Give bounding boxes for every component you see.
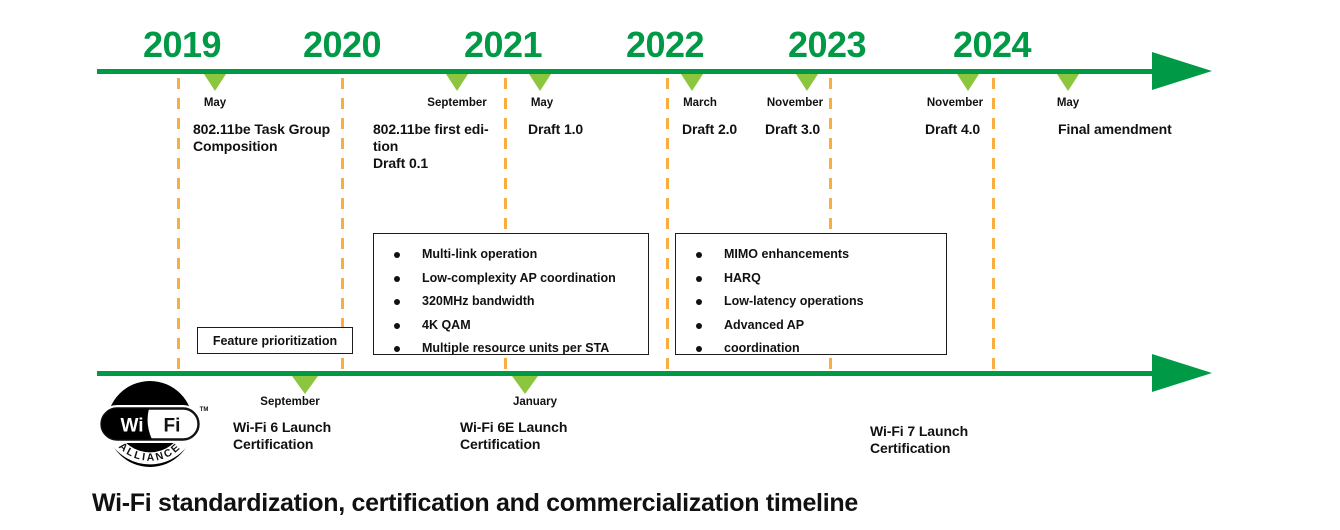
event-month: May xyxy=(203,97,227,109)
certification-timeline-axis xyxy=(97,371,1160,376)
logo-tm-label: TM xyxy=(200,407,209,413)
certification-timeline-arrowhead-icon xyxy=(1152,354,1212,392)
wifi-alliance-logo-icon: ALLIANCE Wi Fi TM xyxy=(98,381,209,467)
event-month: November xyxy=(766,97,824,109)
feature-prioritization-label: Feature prioritization xyxy=(212,333,338,348)
event-month: November xyxy=(926,97,984,109)
event-month: May xyxy=(1056,97,1080,109)
feature-box-draft-2-0: MIMO enhancements HARQ Low-latency operati… xyxy=(675,233,947,355)
feature-item: Advanced AP xyxy=(686,314,940,338)
year-divider-2024 xyxy=(992,78,995,371)
year-divider-2020 xyxy=(341,78,344,371)
event-marker-icon xyxy=(681,74,703,91)
feature-item: MIMO enhancements xyxy=(686,243,940,267)
logo-fi-label: Fi xyxy=(164,416,181,437)
event-title: Draft 2.0 xyxy=(682,121,738,137)
year-label-2024: 2024 xyxy=(952,24,1032,65)
event-title: Draft 3.0 xyxy=(765,121,821,137)
feature-item: coordination xyxy=(686,337,940,361)
feature-item: Low-complexity AP coordination xyxy=(384,267,642,291)
feature-item: Multi-link operation xyxy=(384,243,642,267)
feature-item: 320MHz bandwidth xyxy=(384,290,642,314)
event-title: Draft 4.0 xyxy=(925,121,981,137)
event-marker-icon xyxy=(446,74,468,91)
event-title: Wi-Fi 6 Launch Certification xyxy=(233,419,332,453)
event-title: Wi-Fi 7 Launch Certification xyxy=(870,423,969,457)
year-label-2021: 2021 xyxy=(463,24,543,65)
event-month: September xyxy=(260,396,320,408)
event-marker-icon xyxy=(957,74,979,91)
year-label-2020: 2020 xyxy=(302,24,382,65)
year-divider-2021 xyxy=(504,78,507,371)
event-marker-icon xyxy=(204,74,226,91)
event-marker-icon xyxy=(512,376,538,394)
feature-list: MIMO enhancements HARQ Low-latency operati… xyxy=(676,243,946,361)
feature-prioritization-box: Feature prioritization xyxy=(197,327,353,354)
year-label-2022: 2022 xyxy=(625,24,705,65)
standardization-timeline-axis xyxy=(97,69,1160,74)
standardization-timeline-arrowhead-icon xyxy=(1152,52,1212,90)
feature-list: Multi-link operation Low-complexity AP co… xyxy=(374,243,648,361)
year-divider-2022 xyxy=(666,78,669,371)
page-title: Wi-Fi standardization, certification and… xyxy=(92,489,858,517)
feature-box-draft-0-1: Multi-link operation Low-complexity AP co… xyxy=(373,233,649,355)
event-marker-icon xyxy=(796,74,818,91)
logo-wi-label: Wi xyxy=(120,416,143,437)
year-label-2019: 2019 xyxy=(142,24,222,65)
event-month: September xyxy=(427,97,487,109)
event-marker-icon xyxy=(1057,74,1079,91)
event-title: 802.11be Task Group Composition xyxy=(193,121,331,155)
event-title: Final amendment xyxy=(1058,121,1172,137)
event-title: 802.11be first edi- tion Draft 0.1 xyxy=(373,121,489,172)
year-label-2023: 2023 xyxy=(787,24,867,65)
feature-item: HARQ xyxy=(686,267,940,291)
event-month: January xyxy=(512,396,558,408)
event-title: Draft 1.0 xyxy=(528,121,584,137)
feature-item: Multiple resource units per STA xyxy=(384,337,642,361)
feature-item: Low-latency operations xyxy=(686,290,940,314)
event-month: March xyxy=(683,97,717,109)
event-marker-icon xyxy=(292,376,318,394)
year-divider-2023 xyxy=(829,78,832,371)
event-marker-icon xyxy=(529,74,551,91)
event-month: May xyxy=(530,97,554,109)
event-title: Wi-Fi 6E Launch Certification xyxy=(460,419,568,453)
feature-item: 4K QAM xyxy=(384,314,642,338)
year-divider-2019 xyxy=(177,78,180,371)
